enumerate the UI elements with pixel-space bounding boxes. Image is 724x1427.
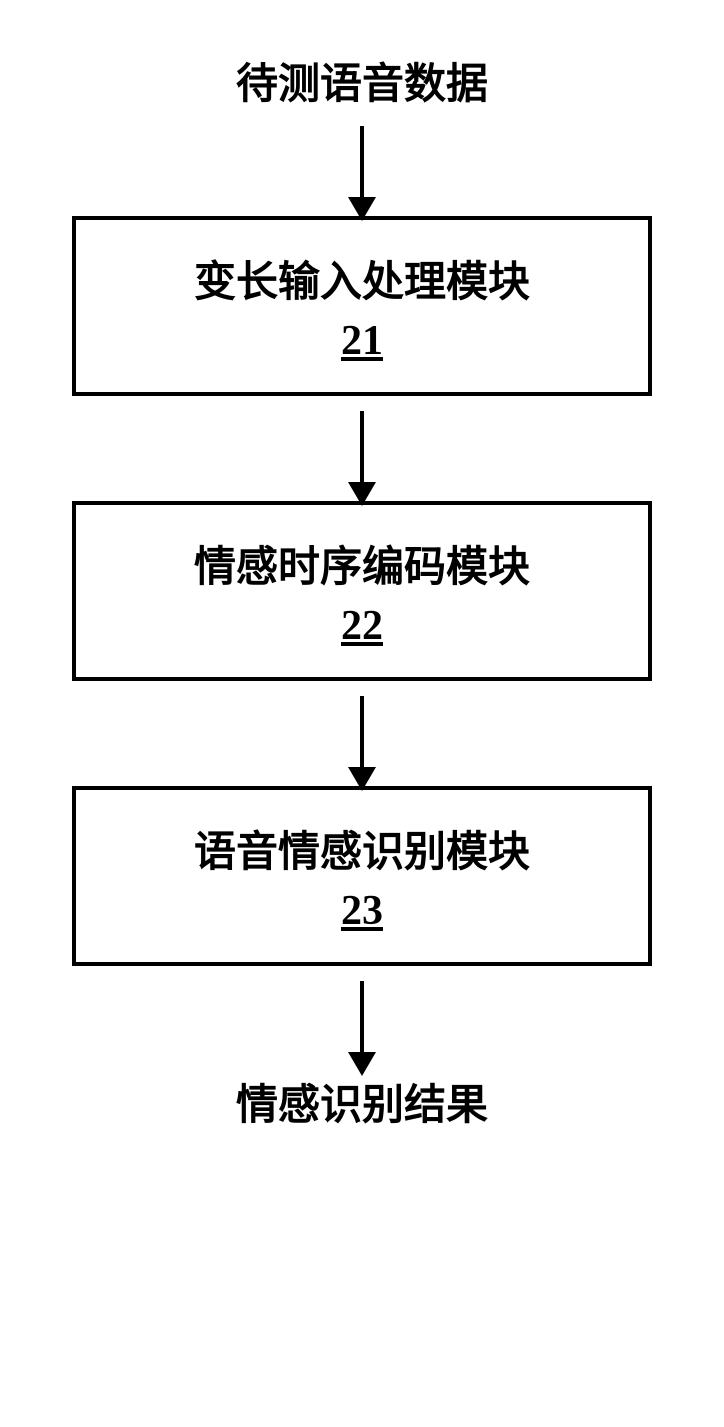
box-number: 21 <box>341 317 383 365</box>
arrow-connector <box>360 396 364 501</box>
output-label: 情感识别结果 <box>236 1071 488 1132</box>
arrow-connector <box>360 111 364 216</box>
process-box-1: 变长输入处理模块 21 <box>72 216 652 396</box>
box-number: 22 <box>341 602 383 650</box>
box-number: 23 <box>341 887 383 935</box>
arrow-connector <box>360 966 364 1071</box>
box-title: 语音情感识别模块 <box>194 818 530 879</box>
box-title: 情感时序编码模块 <box>194 533 530 594</box>
box-title: 变长输入处理模块 <box>194 248 530 309</box>
input-label: 待测语音数据 <box>236 50 488 111</box>
process-box-3: 语音情感识别模块 23 <box>72 786 652 966</box>
process-box-2: 情感时序编码模块 22 <box>72 501 652 681</box>
arrow-connector <box>360 681 364 786</box>
